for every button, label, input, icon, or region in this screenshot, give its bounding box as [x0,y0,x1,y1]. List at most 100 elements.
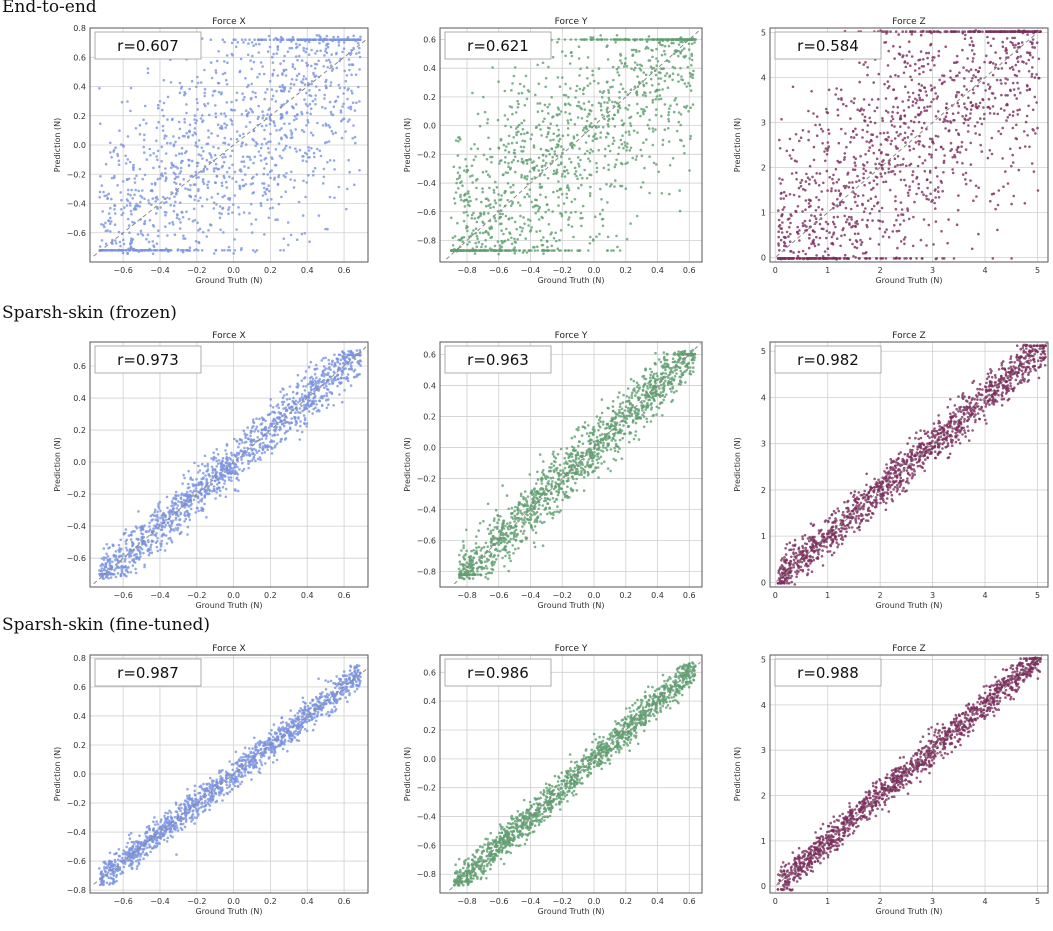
data-point [606,201,609,204]
data-point [199,196,202,200]
data-point [569,38,573,41]
data-point [180,210,183,214]
data-point [481,170,485,174]
data-point [783,242,787,245]
data-point [884,180,888,183]
data-point [249,59,252,62]
data-point [1015,137,1019,141]
data-point [822,257,826,260]
data-point [163,210,167,214]
data-point [481,190,485,194]
data-point [236,41,240,44]
data-point [485,158,489,161]
data-point [906,207,909,210]
data-point [312,174,315,177]
data-point [850,215,853,219]
data-point [607,168,610,171]
data-point [607,163,610,167]
data-point [894,199,897,203]
data-point [788,225,791,229]
data-point [358,46,361,50]
data-point [875,157,879,161]
data-point [547,208,550,212]
data-point [848,223,851,226]
data-point [525,159,529,162]
data-point [494,180,497,184]
data-point [814,209,818,212]
data-point [247,466,250,470]
data-point [792,251,795,254]
data-point [139,200,142,204]
data-point [305,124,308,127]
data-point [455,181,458,185]
data-point [290,170,293,174]
data-point [516,99,519,103]
data-point [512,151,516,155]
data-point [193,198,196,202]
data-point [952,30,956,33]
data-point [566,119,569,122]
data-point [345,207,348,211]
data-point [291,65,295,69]
data-point [203,68,206,72]
data-point [240,160,243,163]
data-point [600,96,604,99]
data-point [182,473,185,477]
data-point [228,166,231,170]
data-point [923,121,926,125]
data-point [259,159,263,162]
data-point [498,222,502,226]
data-point [979,117,982,120]
data-point [296,373,300,377]
data-point [934,115,938,118]
data-point [899,117,903,120]
data-point [880,257,883,260]
data-point [290,417,294,420]
data-point [206,102,210,105]
data-point [797,250,801,254]
data-point [195,248,198,251]
data-point [801,222,805,225]
data-point [589,122,593,125]
data-point [533,249,537,252]
data-point [655,47,658,51]
data-point [110,197,113,201]
data-point [128,201,132,205]
data-point [588,242,592,245]
data-point [209,61,213,64]
data-point [541,153,545,157]
x-tick-label: −0.6 [489,266,508,275]
data-point [289,82,293,86]
data-point [214,249,218,252]
data-point [544,155,548,158]
data-point [680,49,684,52]
data-point [654,73,658,77]
data-point [880,175,883,178]
data-point [955,161,959,164]
data-point [895,130,898,134]
x-tick-label: 0.2 [264,591,277,600]
data-point [155,195,158,199]
data-point [991,105,995,108]
data-point [614,163,617,166]
data-point [882,180,885,184]
data-point [790,157,793,160]
data-point [621,87,625,91]
data-point [629,146,633,150]
data-point [836,197,839,201]
data-point [175,191,178,195]
data-point [235,138,239,141]
data-point [563,170,567,173]
data-point [884,109,888,113]
data-point [582,126,586,130]
data-point [951,112,955,115]
data-point [621,134,624,137]
data-point [1008,113,1011,117]
data-point [797,232,800,236]
data-point [799,136,803,139]
data-point [272,120,275,123]
data-point [506,118,510,121]
data-point [152,152,155,155]
data-point [866,130,869,134]
data-point [648,118,651,122]
